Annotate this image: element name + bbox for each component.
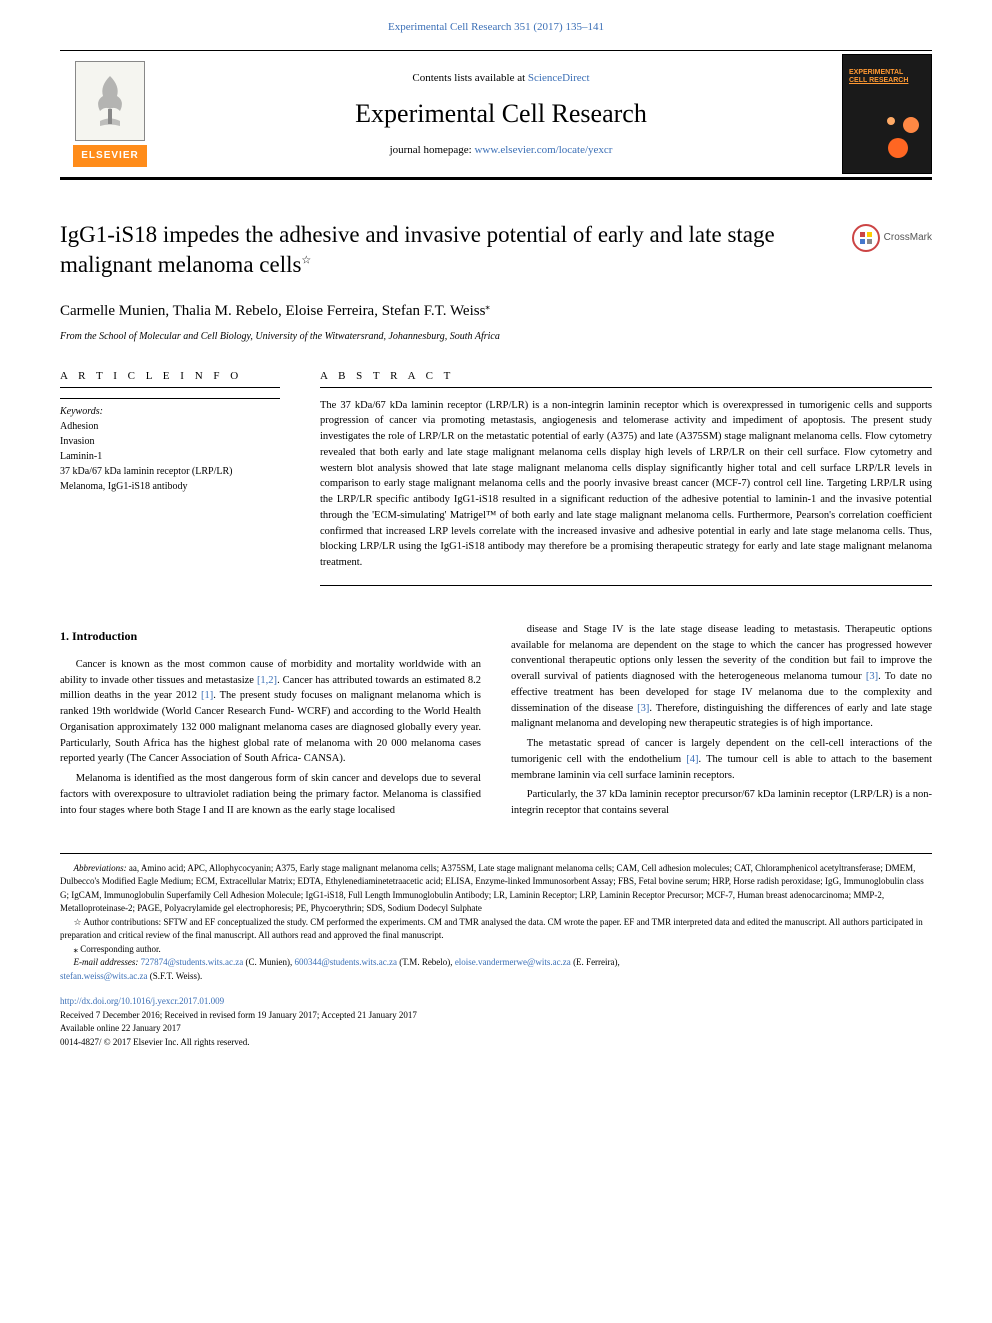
keyword: Melanoma, IgG1-iS18 antibody bbox=[60, 479, 280, 494]
header-center: Contents lists available at ScienceDirec… bbox=[160, 61, 842, 168]
journal-name: Experimental Cell Research bbox=[180, 96, 822, 132]
body-paragraph: disease and Stage IV is the late stage d… bbox=[511, 622, 932, 732]
info-divider bbox=[60, 398, 280, 399]
email-link[interactable]: 727874@students.wits.ac.za bbox=[141, 957, 244, 967]
homepage-prefix: journal homepage: bbox=[390, 144, 475, 156]
ref-link[interactable]: [1,2] bbox=[257, 675, 277, 686]
abbrev-label: Abbreviations: bbox=[74, 863, 127, 873]
copyright: 0014-4827/ © 2017 Elsevier Inc. All righ… bbox=[60, 1036, 932, 1050]
email-link[interactable]: stefan.weiss@wits.ac.za bbox=[60, 971, 148, 981]
elsevier-tree-icon bbox=[75, 61, 145, 141]
abstract-text: The 37 kDa/67 kDa laminin receptor (LRP/… bbox=[320, 398, 932, 571]
article-title: IgG1-iS18 impedes the adhesive and invas… bbox=[60, 220, 832, 280]
body-paragraph: The metastatic spread of cancer is large… bbox=[511, 736, 932, 783]
body-paragraph: Particularly, the 37 kDa laminin recepto… bbox=[511, 787, 932, 819]
abbreviations: aa, Amino acid; APC, Allophycocyanin; A3… bbox=[60, 863, 924, 914]
abstract-divider bbox=[320, 585, 932, 586]
corresp-footnote: Corresponding author. bbox=[78, 944, 161, 954]
footer: Abbreviations: aa, Amino acid; APC, Allo… bbox=[60, 853, 932, 1050]
journal-header-band: ELSEVIER Contents lists available at Sci… bbox=[60, 50, 932, 180]
section-1-heading: 1. Introduction bbox=[60, 627, 481, 645]
article-info-column: A R T I C L E I N F O Keywords: Adhesion… bbox=[60, 369, 280, 592]
crossmark-icon bbox=[852, 224, 880, 252]
keyword: 37 kDa/67 kDa laminin receptor (LRP/LR) bbox=[60, 464, 280, 479]
elsevier-wordmark: ELSEVIER bbox=[73, 145, 146, 167]
affiliation: From the School of Molecular and Cell Bi… bbox=[60, 330, 932, 344]
contents-prefix: Contents lists available at bbox=[412, 72, 527, 84]
cover-art-icon bbox=[883, 113, 923, 163]
elsevier-logo: ELSEVIER bbox=[60, 54, 160, 174]
email-name: (E. Ferreira), bbox=[571, 957, 620, 967]
journal-cover-thumbnail: EXPERIMENTAL CELL RESEARCH bbox=[842, 54, 932, 174]
email-label: E-mail addresses: bbox=[74, 957, 139, 967]
received-dates: Received 7 December 2016; Received in re… bbox=[60, 1009, 932, 1023]
available-date: Available online 22 January 2017 bbox=[60, 1022, 932, 1036]
article-info-heading: A R T I C L E I N F O bbox=[60, 369, 280, 387]
email-name: (C. Munien), bbox=[243, 957, 294, 967]
citation-header: Experimental Cell Research 351 (2017) 13… bbox=[60, 20, 932, 35]
crossmark-badge[interactable]: CrossMark bbox=[852, 224, 932, 252]
keywords-label: Keywords: bbox=[60, 405, 280, 419]
cover-title: EXPERIMENTAL CELL RESEARCH bbox=[849, 69, 908, 84]
authors-line: Carmelle Munien, Thalia M. Rebelo, Elois… bbox=[60, 300, 932, 322]
body-paragraph: Cancer is known as the most common cause… bbox=[60, 657, 481, 767]
contents-line: Contents lists available at ScienceDirec… bbox=[180, 71, 822, 86]
email-name: (T.M. Rebelo), bbox=[397, 957, 455, 967]
author-contrib-symbol: ☆ bbox=[74, 917, 82, 927]
keyword: Invasion bbox=[60, 434, 280, 449]
body-paragraph: Melanoma is identified as the most dange… bbox=[60, 771, 481, 818]
email-name: (S.F.T. Weiss). bbox=[148, 971, 203, 981]
ref-link[interactable]: [3] bbox=[637, 703, 649, 714]
email-link[interactable]: 600344@students.wits.ac.za bbox=[294, 957, 397, 967]
ref-link[interactable]: [3] bbox=[866, 671, 878, 682]
ref-link[interactable]: [4] bbox=[686, 754, 698, 765]
doi-link[interactable]: http://dx.doi.org/10.1016/j.yexcr.2017.0… bbox=[60, 996, 224, 1006]
keyword: Adhesion bbox=[60, 419, 280, 434]
title-note-symbol: ☆ bbox=[301, 255, 311, 267]
corresp-symbol: ⁎ bbox=[485, 301, 490, 311]
author-contributions: Author contributions: SFTW and EF concep… bbox=[60, 917, 923, 941]
ref-link[interactable]: [1] bbox=[201, 690, 213, 701]
keywords-list: Adhesion Invasion Laminin-1 37 kDa/67 kD… bbox=[60, 419, 280, 494]
homepage-link[interactable]: www.elsevier.com/locate/yexcr bbox=[474, 144, 612, 156]
body-text: 1. Introduction Cancer is known as the m… bbox=[60, 622, 932, 823]
sciencedirect-link[interactable]: ScienceDirect bbox=[528, 72, 590, 84]
abstract-heading: A B S T R A C T bbox=[320, 369, 932, 387]
abstract-column: A B S T R A C T The 37 kDa/67 kDa lamini… bbox=[320, 369, 932, 592]
homepage-line: journal homepage: www.elsevier.com/locat… bbox=[180, 143, 822, 158]
keyword: Laminin-1 bbox=[60, 449, 280, 464]
crossmark-label: CrossMark bbox=[884, 231, 932, 245]
email-link[interactable]: eloise.vandermerwe@wits.ac.za bbox=[455, 957, 571, 967]
